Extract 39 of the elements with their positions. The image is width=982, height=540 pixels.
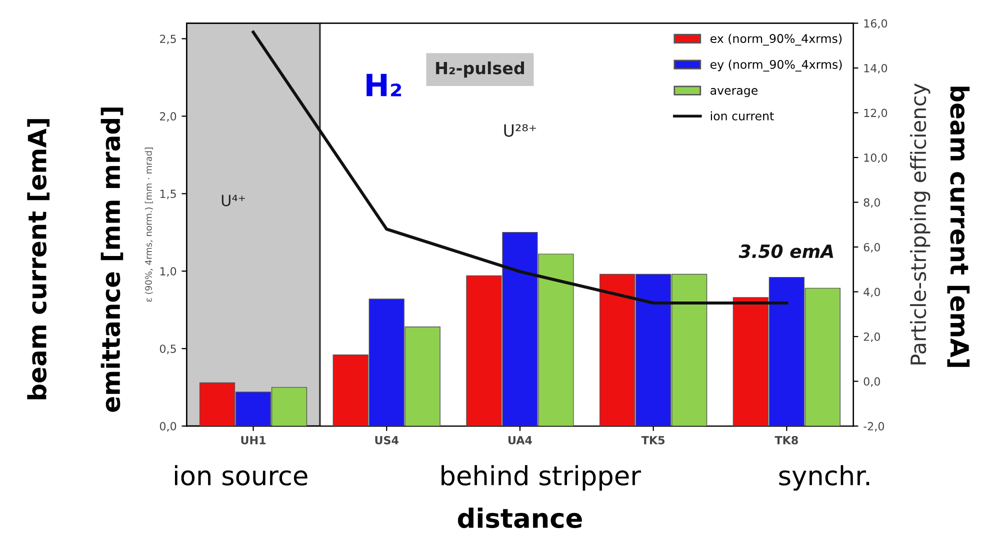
annotation: H₂-pulsed [436, 61, 524, 78]
band-label: U⁴⁺ [222, 194, 245, 206]
x-tick-label: UH1 [241, 436, 266, 444]
y2-tick-label: 16,0 [864, 19, 888, 29]
text: beam current [emA] [947, 86, 970, 367]
y2-tick-label: 10,0 [864, 153, 888, 164]
y2-tick-label: 14,0 [864, 64, 888, 74]
y-tick-label: 1,5 [160, 190, 176, 200]
legend-label: ex (norm_90%_4xrms) [710, 34, 842, 46]
x-axis-title: distance [458, 508, 582, 528]
y-tick-label: 2,5 [160, 34, 176, 44]
text: behind stripper [442, 465, 641, 491]
text: emittance [mm mrad] [100, 108, 124, 412]
annotation: U²⁸⁺ [504, 124, 536, 137]
y-tick-label: 2,0 [160, 112, 176, 122]
annotation: 3.50 emA [738, 244, 834, 258]
legend-label: ion current [710, 111, 774, 120]
text: ion source [174, 465, 308, 486]
text: beam current [emA] [27, 119, 50, 400]
y-axis-title: ε (90%, 4rms, norm.) [mm · mrad] [144, 148, 153, 302]
x-tick-label: TK8 [774, 436, 798, 444]
annotation: H₂ [366, 74, 402, 96]
x-tick-label: US4 [375, 436, 398, 444]
legend-label: average [710, 88, 758, 98]
y2-tick-label: 8,0 [864, 198, 880, 208]
text: synchr. [779, 465, 870, 491]
y2-tick-label: 2,0 [864, 332, 880, 342]
y2-axis-title: Particle-stripping efficiency [910, 84, 930, 364]
y2-tick-label: 6,0 [864, 242, 880, 253]
y-tick-label: 0,0 [160, 422, 176, 432]
y-tick-label: 0,5 [160, 344, 176, 354]
x-tick-label: UA4 [508, 436, 532, 444]
x-tick-label: TK5 [641, 436, 665, 444]
y2-tick-label: -2,0 [864, 422, 884, 432]
y-tick-label: 1,0 [160, 267, 176, 277]
y2-tick-label: 12,0 [864, 108, 888, 118]
y2-tick-label: 0,0 [864, 377, 880, 387]
legend-label: ey (norm_90%_4xrms) [710, 60, 842, 72]
y2-tick-label: 4,0 [864, 288, 880, 298]
